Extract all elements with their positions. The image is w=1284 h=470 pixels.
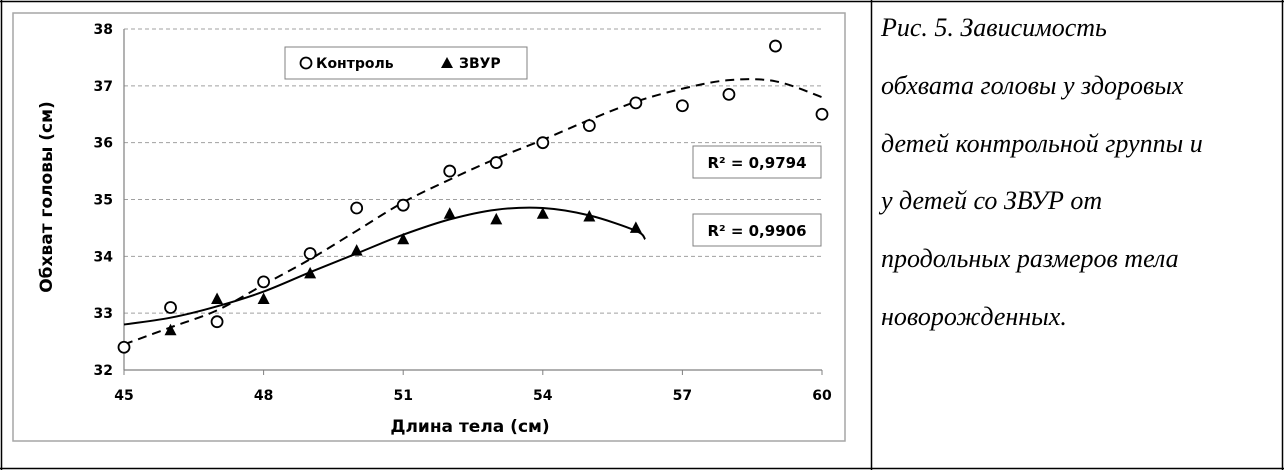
- x-axis-title: Длина тела (см): [390, 417, 549, 437]
- caption-line: продольных размеров тела: [881, 244, 1179, 273]
- data-point-zvur: [164, 323, 177, 336]
- legend-marker-zvur: [441, 57, 453, 68]
- x-tick-label: 57: [673, 388, 692, 404]
- caption-line: новорожденных.: [881, 302, 1067, 331]
- x-tick-label: 54: [533, 388, 553, 404]
- r2-label-control: R² = 0,9794: [692, 145, 822, 179]
- data-point-zvur: [629, 221, 642, 233]
- data-point-control: [722, 87, 736, 101]
- data-point-control: [815, 107, 829, 121]
- data-point-zvur: [211, 292, 224, 304]
- r2-box-zvur: [692, 213, 822, 247]
- x-tick-label: 60: [812, 388, 832, 404]
- y-tick-label: 37: [94, 79, 113, 95]
- r2-box-control: [692, 145, 822, 179]
- axes: [123, 29, 823, 375]
- y-tick-label: 33: [94, 306, 113, 322]
- data-point-control: [629, 96, 643, 110]
- caption-line: детей контрольной группы и: [881, 129, 1203, 158]
- data-point-zvur: [350, 244, 363, 256]
- caption-line: Рис. 5. Зависимость: [881, 13, 1107, 42]
- data-point-control: [676, 99, 689, 113]
- trendline-control: [123, 78, 823, 346]
- y-tick-label: 35: [94, 193, 113, 209]
- data-point-zvur: [397, 232, 410, 245]
- data-point-zvur: [583, 210, 596, 222]
- data-point-control: [536, 136, 550, 150]
- data-point-control: [582, 119, 596, 133]
- y-tick-label: 34: [94, 249, 114, 265]
- legend-label-control: Контроль: [316, 56, 394, 72]
- data-points: [117, 39, 829, 354]
- data-point-control: [443, 164, 457, 178]
- legend: Контроль ЗВУР: [284, 46, 528, 80]
- r2-text-control: R² = 0,9794: [707, 154, 806, 172]
- data-point-zvur: [490, 212, 503, 225]
- x-tick-label: 48: [254, 388, 273, 404]
- data-point-control: [489, 156, 503, 169]
- data-point-zvur: [304, 266, 317, 279]
- legend-box: [284, 46, 528, 80]
- data-point-control: [164, 301, 177, 314]
- y-axis-title: Обхват головы (см): [37, 101, 57, 293]
- data-point-zvur: [536, 207, 549, 219]
- data-point-control: [350, 201, 364, 215]
- x-tick-label: 51: [393, 388, 412, 404]
- caption-line: у детей со ЗВУР от: [881, 186, 1103, 215]
- tick-labels: 32 33 34 35 36 37 38 45 48 51 54 57 60: [94, 22, 832, 404]
- data-point-control: [396, 198, 410, 212]
- data-point-control: [769, 39, 782, 53]
- legend-marker-control: [299, 56, 313, 70]
- data-point-control: [257, 275, 271, 289]
- r2-label-zvur: R² = 0,9906: [692, 213, 822, 247]
- caption-line: обхвата головы у здоровых: [881, 71, 1184, 100]
- y-tick-label: 38: [94, 22, 113, 38]
- data-point-control: [117, 340, 131, 354]
- data-point-zvur: [443, 207, 456, 219]
- y-tick-label: 32: [94, 363, 113, 379]
- chart: 32 33 34 35 36 37 38 45 48 51 54 57 60 Длина тела (с…: [12, 12, 846, 442]
- data-point-control: [303, 247, 317, 260]
- y-tick-label: 36: [94, 136, 113, 152]
- data-point-zvur: [257, 292, 270, 304]
- x-tick-label: 45: [114, 388, 133, 404]
- data-point-control: [210, 315, 224, 329]
- r2-text-zvur: R² = 0,9906: [707, 222, 806, 240]
- grid: [124, 28, 822, 314]
- legend-label-zvur: ЗВУР: [459, 56, 501, 72]
